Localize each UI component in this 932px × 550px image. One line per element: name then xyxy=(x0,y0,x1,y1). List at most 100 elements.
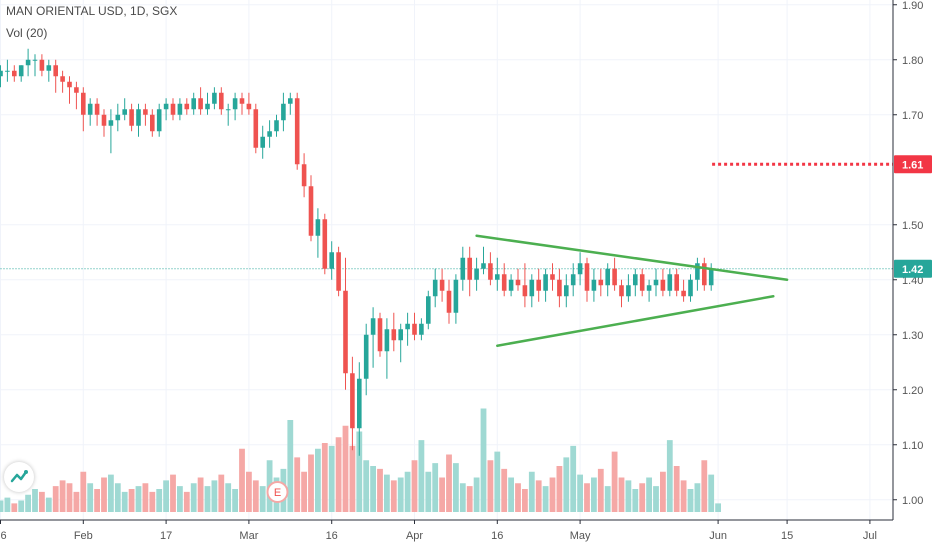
candle xyxy=(150,109,155,137)
trendlines[interactable] xyxy=(475,234,789,347)
time-axis[interactable]: 16 Feb 17 Mar 16 Apr 16 May Jun 15 Jul xyxy=(0,520,877,542)
volume-bar xyxy=(170,474,176,512)
candle-body xyxy=(619,285,624,297)
candle xyxy=(398,323,403,363)
candle-body xyxy=(653,279,659,286)
x-tick-label: May xyxy=(570,530,591,542)
chart-legend: MAN ORIENTAL USD, 1D, SGX Vol (20) xyxy=(6,0,177,44)
candle xyxy=(391,312,397,352)
candle xyxy=(232,92,238,121)
candle-body xyxy=(198,98,203,110)
candle xyxy=(419,318,424,341)
volume-bar xyxy=(556,466,563,512)
volume-bar xyxy=(390,480,397,512)
candle xyxy=(46,59,52,82)
candle-body xyxy=(12,70,17,77)
candle-body xyxy=(612,268,617,286)
volume-bar xyxy=(294,457,301,512)
candle-body xyxy=(350,373,355,429)
candle-body xyxy=(308,186,314,236)
volume-bar xyxy=(73,491,80,512)
candle-body xyxy=(591,279,597,291)
volume-bar xyxy=(315,448,321,512)
candle xyxy=(357,362,362,456)
candle xyxy=(184,98,190,115)
candle-body xyxy=(336,252,341,291)
candle-body xyxy=(708,268,714,286)
candle-body xyxy=(101,114,107,126)
candle xyxy=(543,268,548,302)
candle-body xyxy=(170,103,176,115)
volume-bar xyxy=(515,483,521,512)
candle xyxy=(612,257,617,291)
candle-body xyxy=(633,274,638,286)
candle xyxy=(695,257,700,291)
candle-body xyxy=(702,263,707,286)
volume-bar xyxy=(673,466,680,512)
volume-bar xyxy=(190,483,197,512)
candle xyxy=(246,92,252,115)
volume-bar xyxy=(563,457,570,512)
candle-body xyxy=(660,279,666,291)
volume-bar xyxy=(370,466,376,512)
candle xyxy=(688,274,693,302)
volume-bar xyxy=(425,471,432,512)
candle-body xyxy=(357,378,362,429)
tradingview-logo[interactable] xyxy=(4,462,34,492)
volume-bar xyxy=(404,471,411,512)
candle xyxy=(267,120,272,148)
volume-bar xyxy=(232,489,238,512)
volume-bar xyxy=(177,486,183,512)
candle xyxy=(584,257,590,302)
price-tag-label: 1.42 xyxy=(902,264,923,276)
candle xyxy=(25,48,31,77)
candle-body xyxy=(605,268,610,286)
candle xyxy=(315,208,321,258)
volume-bar xyxy=(625,480,632,512)
candle xyxy=(322,213,328,275)
y-tick-label: 1.90 xyxy=(902,0,923,12)
candle xyxy=(0,65,3,88)
volume-bar xyxy=(301,471,307,512)
candle-body xyxy=(370,318,376,335)
candle-body xyxy=(191,98,196,110)
candle-body xyxy=(405,323,410,330)
candle xyxy=(564,274,569,308)
price-tag-label: 1.61 xyxy=(902,159,923,171)
candle xyxy=(87,98,93,126)
x-tick-label: Apr xyxy=(406,530,423,542)
volume-bar xyxy=(632,489,639,512)
candle xyxy=(336,246,341,297)
candle xyxy=(405,312,410,346)
trendline-lower xyxy=(496,295,775,347)
candle xyxy=(170,98,176,121)
x-tick-label: Jun xyxy=(709,530,727,542)
volume-bar xyxy=(94,489,100,512)
candle xyxy=(329,241,334,280)
candle xyxy=(439,268,445,302)
candle xyxy=(633,268,638,297)
volume-bar xyxy=(308,454,314,512)
candle-body xyxy=(67,81,72,88)
candle-body xyxy=(543,274,548,291)
candle xyxy=(177,98,183,121)
candle-body xyxy=(439,279,445,291)
volume-bar xyxy=(501,468,508,512)
candle-body xyxy=(488,263,493,280)
candle-body xyxy=(274,120,279,132)
candle xyxy=(288,92,293,115)
candle-body xyxy=(598,279,604,286)
candle-body xyxy=(674,274,679,291)
volume-bar xyxy=(45,497,52,512)
candle xyxy=(53,59,58,93)
candle-body xyxy=(288,98,293,104)
candle-body xyxy=(426,296,431,324)
candle xyxy=(481,246,486,275)
earnings-marker-label: E xyxy=(274,487,281,499)
price-axis[interactable]: 1.901.801.701.501.401.301.201.101.00 xyxy=(893,0,923,507)
candlesticks xyxy=(0,48,714,456)
y-tick-label: 1.00 xyxy=(902,495,923,507)
volume-bar xyxy=(25,494,31,512)
candle-body xyxy=(453,279,459,313)
